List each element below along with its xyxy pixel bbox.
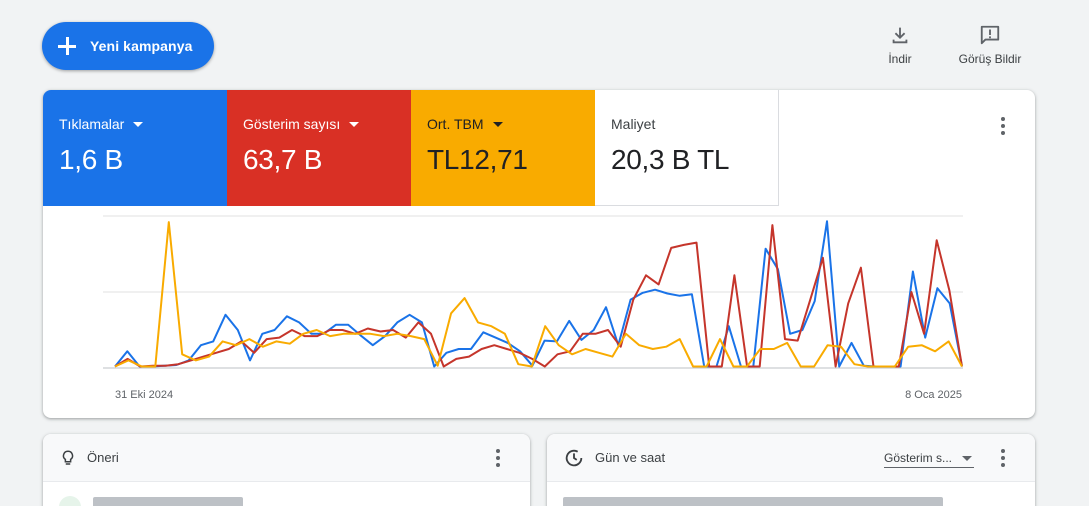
recommendation-preview [59, 496, 249, 506]
series-line-3 [114, 221, 963, 368]
x-axis-end-label: 8 Oca 2025 [905, 389, 962, 401]
clock-icon [565, 449, 583, 466]
new-campaign-label: Yeni kampanya [90, 38, 193, 54]
more-options-icon[interactable] [486, 446, 510, 470]
chart-lines [114, 220, 963, 368]
preview-placeholder [93, 497, 244, 506]
metric-avg-cpc[interactable]: Ort. TBM TL12,71 [411, 90, 595, 206]
metric-cost-label: Maliyet [611, 116, 656, 132]
caret-down-icon [492, 121, 503, 127]
lightbulb-icon [62, 449, 74, 465]
feedback-button[interactable]: Görüş Bildir [950, 24, 1030, 66]
metric-cost-value: 20,3 B TL [611, 144, 730, 175]
day-time-card: Gün ve saat Gösterim s... [547, 434, 1035, 506]
preview-placeholder [563, 497, 943, 506]
recommendation-status-icon [59, 496, 81, 506]
metric-avg-cpc-label: Ort. TBM [427, 116, 484, 132]
download-button[interactable]: İndir [880, 24, 920, 66]
recommendation-card: Öneri [43, 434, 530, 506]
download-icon [892, 27, 908, 44]
metric-impressions-label: Gösterim sayısı [243, 116, 341, 132]
x-axis-start-label: 31 Eki 2024 [115, 389, 173, 401]
recommendation-card-header: Öneri [43, 434, 530, 482]
feedback-label: Görüş Bildir [958, 52, 1022, 66]
metric-impressions[interactable]: Gösterim sayısı 63,7 B [227, 90, 411, 206]
more-options-icon[interactable] [991, 446, 1015, 470]
metric-select[interactable]: Gösterim s... [884, 448, 974, 468]
series-line-2 [114, 224, 963, 368]
new-campaign-button[interactable]: Yeni kampanya [42, 22, 214, 70]
performance-chart: 31 Eki 2024 8 Oca 2025 [103, 215, 963, 401]
metric-impressions-value: 63,7 B [243, 144, 323, 175]
caret-down-icon [133, 121, 144, 127]
day-time-card-header: Gün ve saat Gösterim s... [547, 434, 1035, 482]
metric-clicks[interactable]: Tıklamalar 1,6 B [43, 90, 227, 206]
caret-down-icon [349, 121, 360, 127]
chart-grid [103, 215, 963, 369]
caret-down-icon [962, 456, 972, 461]
metric-select-value: Gösterim s... [884, 450, 953, 465]
day-time-preview [563, 496, 949, 506]
plus-icon [56, 35, 78, 57]
performance-card: Tıklamalar 1,6 B Gösterim sayısı 63,7 B … [43, 90, 1035, 418]
feedback-icon [980, 25, 1000, 45]
more-options-icon[interactable] [991, 114, 1015, 138]
day-time-card-title: Gün ve saat [595, 450, 666, 465]
metric-clicks-label: Tıklamalar [59, 116, 125, 132]
metric-avg-cpc-value: TL12,71 [427, 144, 528, 175]
metric-cost[interactable]: Maliyet 20,3 B TL [595, 90, 779, 206]
recommendation-card-title: Öneri [87, 450, 119, 465]
download-label: İndir [888, 52, 912, 66]
metric-clicks-value: 1,6 B [59, 144, 123, 175]
